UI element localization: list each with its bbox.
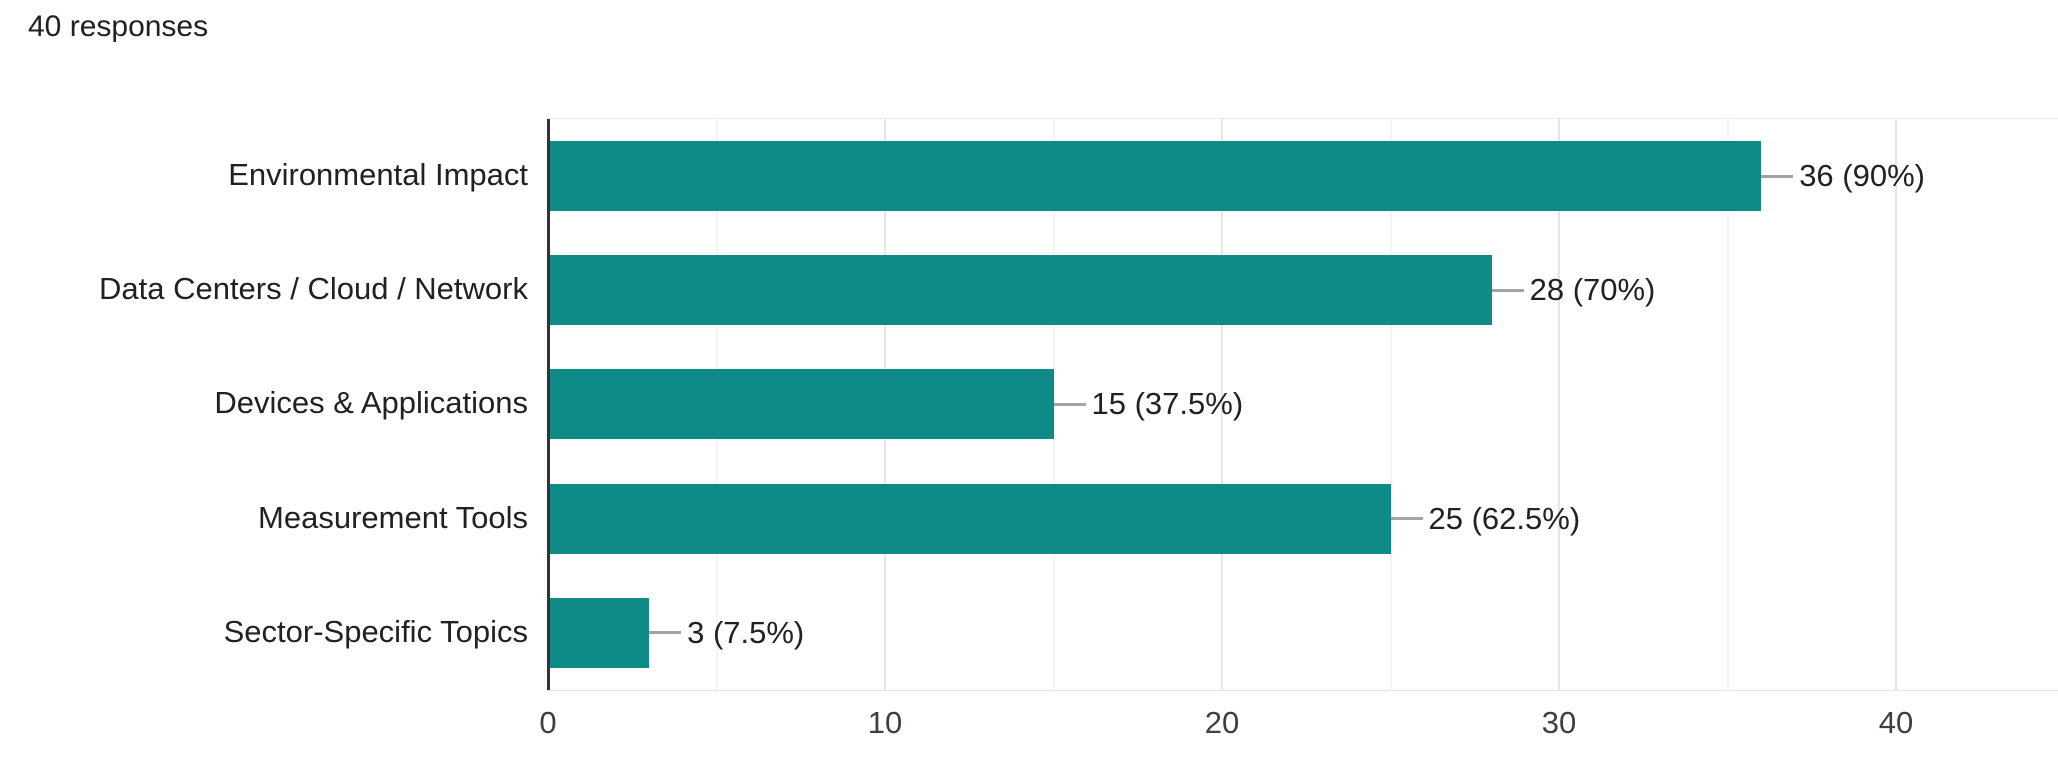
bar-callout-line [1390,517,1423,521]
bar-row: 28 (70%) [548,233,2058,347]
responses-count: 40 responses [28,10,209,43]
bar [548,255,1492,326]
x-tick-label: 0 [539,705,557,740]
category-axis-line [547,119,550,690]
category-label: Sector-Specific Topics [223,613,528,649]
category-label: Environmental Impact [228,157,528,193]
major-gridline [1221,119,1223,690]
bar-row: 25 (62.5%) [548,462,2058,576]
bar-callout-line [1491,288,1524,292]
category-label: Data Centers / Cloud / Network [98,271,528,307]
bar-value-label: 28 (70%) [1529,272,1656,308]
bar [548,369,1054,440]
major-gridline [1895,119,1897,690]
bar-value-label: 3 (7.5%) [687,614,805,650]
bar [548,597,650,668]
bar-row: 3 (7.5%) [548,576,2058,690]
bar-callout-line [1761,174,1794,178]
category-label: Measurement Tools [258,499,528,535]
bar [548,483,1391,554]
minor-gridline [1726,119,1729,690]
plot-area: 36 (90%) 28 (70%) 15 (37.5%) 25 (62.5%) 3 (7… [547,118,2058,691]
x-tick-label: 10 [867,705,903,740]
minor-gridline [1389,119,1392,690]
bar-row: 36 (90%) [548,119,2058,233]
category-label: Devices & Applications [214,385,528,421]
category-axis-labels: Environmental Impact Data Centers / Cloud… [0,118,528,689]
x-tick-label: 20 [1204,705,1240,740]
bar-value-label: 36 (90%) [1799,158,1925,194]
major-gridline [1558,119,1560,690]
bar-callout-line [1053,402,1086,406]
bar-value-label: 25 (62.5%) [1428,500,1581,536]
x-tick-label: 30 [1541,705,1577,740]
x-tick-label: 40 [1878,705,1914,740]
bar-value-label: 15 (37.5%) [1091,386,1244,422]
bar-callout-line [649,631,682,635]
bar [548,141,1762,212]
bar-row: 15 (37.5%) [548,347,2058,461]
